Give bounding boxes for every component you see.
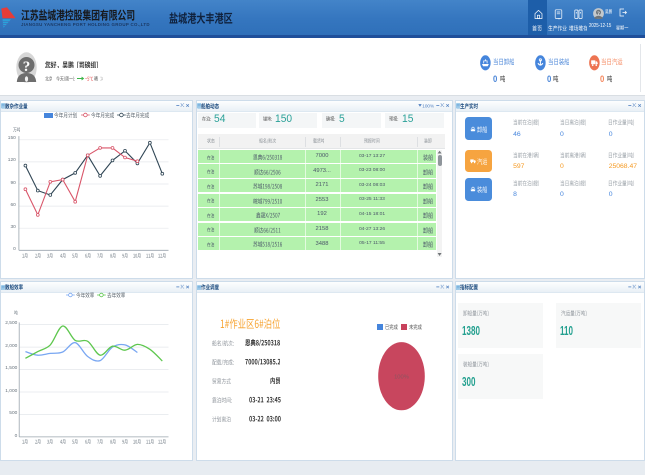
svg-text:100%: 100%: [394, 375, 409, 381]
svg-text:?: ?: [23, 59, 31, 75]
svg-text:?: ?: [597, 10, 600, 16]
